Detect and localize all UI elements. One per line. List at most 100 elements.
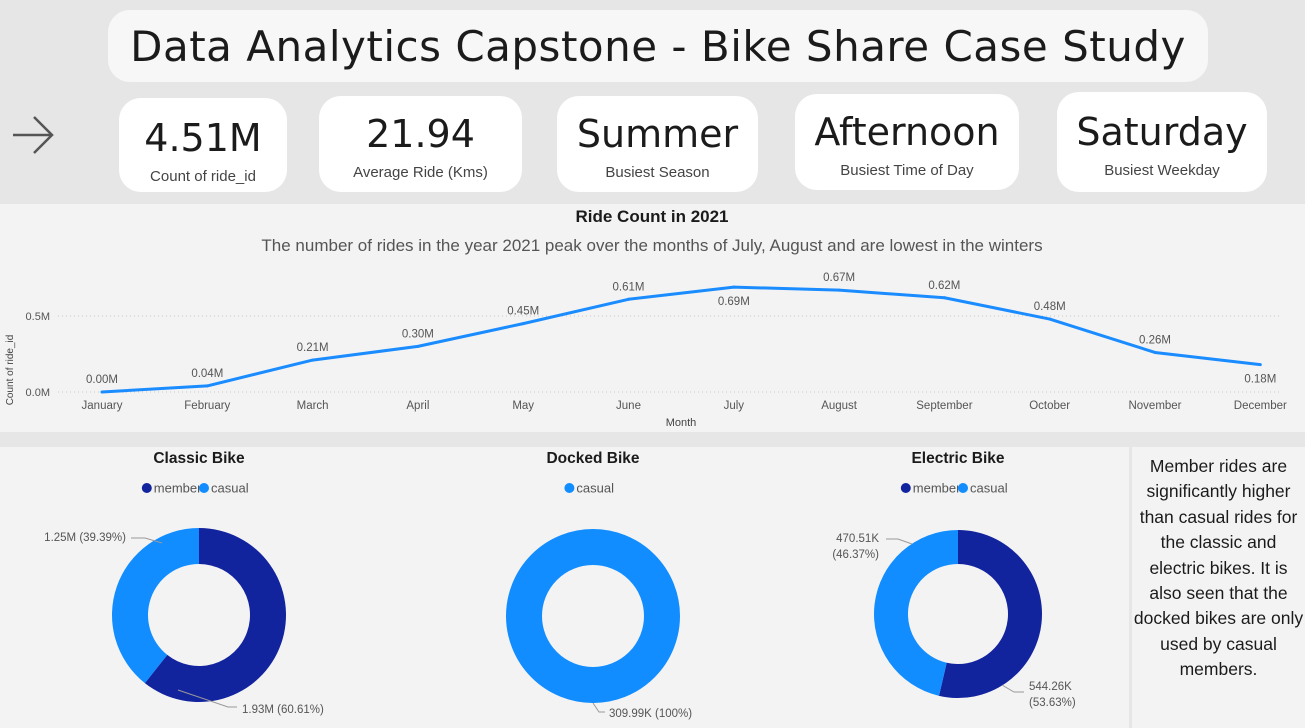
donut-title: Classic Bike	[153, 450, 245, 467]
x-tick-label: September	[916, 400, 972, 412]
slice-label: 309.99K (100%)	[609, 708, 692, 720]
data-point[interactable]	[1048, 317, 1052, 321]
x-tick-label: August	[821, 400, 858, 412]
slice-label: 470.51K	[836, 533, 879, 545]
data-label: 0.69M	[718, 296, 750, 308]
x-tick-label: November	[1128, 400, 1181, 412]
data-point[interactable]	[521, 322, 525, 326]
data-label: 0.30M	[402, 328, 434, 340]
data-label: 0.67M	[823, 272, 855, 284]
x-tick-label: July	[724, 400, 745, 412]
chart-subtitle: The number of rides in the year 2021 pea…	[261, 236, 1042, 255]
legend: member casual	[900, 481, 1008, 496]
data-label: 0.04M	[191, 368, 223, 380]
kpi-value: Afternoon	[814, 110, 1000, 154]
title-card: Data Analytics Capstone - Bike Share Cas…	[108, 10, 1208, 82]
x-tick-label: May	[512, 400, 534, 412]
slice-label: 1.93M (60.61%)	[242, 704, 324, 716]
data-point[interactable]	[942, 296, 946, 300]
kpi-label: Busiest Weekday	[1104, 162, 1220, 179]
y-tick-label: 0.0M	[26, 387, 50, 399]
kpi-label: Busiest Season	[605, 164, 710, 181]
donut-slice-casual[interactable]	[506, 529, 680, 703]
donut-panel-docked: Docked Bike casual 309.99K (100%)	[397, 447, 788, 728]
kpi-value: 4.51M	[144, 116, 262, 160]
data-point[interactable]	[627, 297, 630, 301]
data-label: 0.61M	[613, 281, 645, 293]
donut-slice-casual[interactable]	[112, 528, 199, 684]
legend: casual	[564, 481, 614, 496]
kpi-value: Summer	[576, 112, 739, 156]
y-tick-label: 0.5M	[26, 311, 50, 323]
donut-slice-member[interactable]	[938, 530, 1042, 698]
data-label: 0.00M	[86, 374, 118, 386]
legend-marker	[141, 483, 152, 493]
kpi-value: 21.94	[366, 112, 475, 156]
legend-label[interactable]: member	[913, 481, 961, 496]
data-label: 0.45M	[507, 306, 539, 318]
x-tick-label: April	[406, 400, 429, 412]
x-tick-label: January	[82, 400, 123, 412]
data-label: 0.48M	[1034, 301, 1066, 313]
donut-slice-casual[interactable]	[873, 530, 958, 696]
donut-chart-classic: Classic Bike member casual 1.93M (60.61%) 1.…	[44, 450, 324, 716]
data-point[interactable]	[100, 390, 104, 394]
data-label: 0.62M	[928, 280, 960, 292]
data-label: 0.26M	[1139, 334, 1171, 346]
leader-line	[177, 689, 237, 708]
legend-label[interactable]: casual	[576, 481, 614, 496]
legend-marker	[958, 483, 968, 493]
x-tick-label: June	[616, 400, 641, 412]
donut-title: Docked Bike	[546, 450, 639, 467]
data-point[interactable]	[1258, 363, 1262, 367]
leader-line	[1001, 684, 1024, 693]
legend-label[interactable]: casual	[970, 481, 1008, 496]
legend-label[interactable]: casual	[211, 481, 249, 496]
kpi-card-ride-count: 4.51M Count of ride_id	[119, 98, 287, 192]
slice-label: (46.37%)	[832, 549, 879, 561]
kpi-label: Average Ride (Kms)	[353, 164, 488, 181]
x-tick-label: December	[1234, 400, 1287, 412]
donut-chart-electric: Electric Bike member casual 544.26K (53.63%)…	[832, 450, 1076, 709]
donut-title: Electric Bike	[911, 450, 1004, 467]
x-tick-label: March	[297, 400, 329, 412]
kpi-card-busiest-weekday: Saturday Busiest Weekday	[1057, 92, 1267, 192]
kpi-card-busiest-season: Summer Busiest Season	[557, 96, 758, 192]
data-point[interactable]	[1153, 350, 1157, 354]
data-point[interactable]	[732, 285, 736, 289]
series-line	[101, 285, 1261, 394]
insight-note: Member rides are significantly higher th…	[1132, 447, 1305, 728]
kpi-card-average-ride: 21.94 Average Ride (Kms)	[319, 96, 522, 192]
insight-text: Member rides are significantly higher th…	[1133, 456, 1304, 680]
donut-panel-classic: Classic Bike member casual 1.93M (60.61%) 1.…	[0, 447, 397, 728]
line-chart-panel: Ride Count in 2021 The number of rides i…	[0, 204, 1305, 432]
arrow-right-icon[interactable]	[10, 112, 56, 158]
y-axis-label: Count of ride_id	[5, 335, 16, 406]
data-point[interactable]	[311, 358, 315, 362]
leader-line	[592, 702, 605, 713]
donut-panel-electric: Electric Bike member casual 544.26K (53.63%)…	[788, 447, 1129, 728]
leader-line	[131, 537, 163, 544]
data-point[interactable]	[837, 288, 841, 292]
slice-label: 544.26K	[1029, 681, 1072, 693]
chart-title: Ride Count in 2021	[575, 207, 728, 226]
page-title: Data Analytics Capstone - Bike Share Cas…	[130, 21, 1186, 71]
kpi-value: Saturday	[1076, 110, 1248, 154]
legend-marker	[564, 483, 575, 493]
data-point[interactable]	[416, 344, 420, 348]
legend-label[interactable]: member	[154, 481, 202, 496]
data-label: 0.18M	[1244, 374, 1276, 386]
line-chart: Ride Count in 2021 The number of rides i…	[5, 207, 1287, 429]
slice-label: (53.63%)	[1029, 697, 1076, 709]
legend-marker	[900, 483, 911, 493]
donut-slice-member[interactable]	[144, 528, 286, 702]
data-label: 0.21M	[297, 342, 329, 354]
kpi-label: Busiest Time of Day	[840, 162, 974, 179]
kpi-card-busiest-time: Afternoon Busiest Time of Day	[795, 94, 1019, 190]
x-tick-label: February	[184, 400, 230, 412]
data-point[interactable]	[205, 384, 209, 388]
leader-line	[886, 538, 913, 545]
donut-chart-docked: Docked Bike casual 309.99K (100%)	[506, 450, 692, 720]
x-tick-label: October	[1029, 400, 1070, 412]
x-axis-label: Month	[666, 417, 697, 429]
